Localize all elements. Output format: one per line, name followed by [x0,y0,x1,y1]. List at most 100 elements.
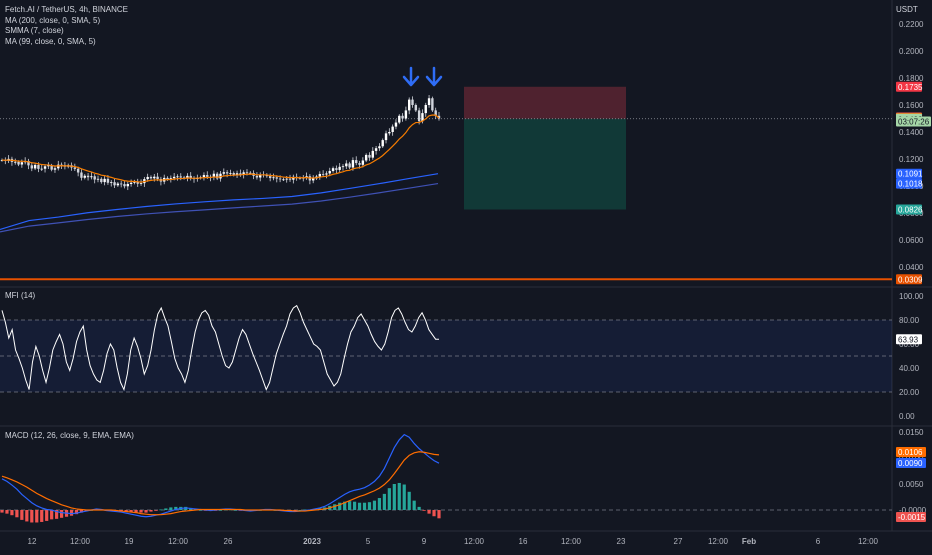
candle-body [110,182,113,184]
candle-body [394,122,398,127]
macd-histogram-bar [15,510,19,518]
macd-value-label: -0.0015 [898,513,926,522]
currency-label: USDT [896,5,918,14]
macd-histogram-bar [154,510,158,511]
macd-histogram-bar [59,510,64,518]
candle-body [60,164,63,166]
macd-histogram-bar [352,501,357,510]
macd-histogram-bar [293,510,297,511]
price-tick-label: 0.1200 [899,155,924,164]
price-tick-label: 0.1600 [899,101,924,110]
candle-body [33,164,37,169]
indicator-ma200-label[interactable]: MA (200, close, 0, SMA, 5) [5,15,101,25]
candle-body [338,166,341,170]
candle-body [176,176,179,178]
macd-histogram-bar [233,510,237,511]
candle-body [431,98,434,111]
ma200-line [0,173,439,231]
macd-histogram-bar [412,500,416,510]
candle-body [80,172,83,178]
candle-body [103,178,106,183]
indicator-smma-label[interactable]: SMMA (7, close) [5,26,64,35]
macd-histogram-bar [129,510,133,513]
macd-value-label: 0.0106 [898,448,923,457]
macd-histogram-bar [69,510,74,516]
mfi-tick-label: 100.00 [899,292,924,301]
time-axis-label: 12:00 [708,537,729,546]
macd-histogram-bar [407,491,411,510]
candle-body [123,184,126,187]
candle-body [149,176,153,179]
candle-body [229,173,232,174]
macd-histogram-bar [417,506,421,510]
mfi-title[interactable]: MFI (14) [5,291,36,300]
candle-body [249,172,252,174]
price-tag [896,178,922,189]
mfi-tick-label: 40.00 [899,364,920,373]
candle-body [311,178,315,181]
candle-body [341,166,345,168]
candle-body [408,99,411,111]
price-tag-label: 0.1091 [898,170,923,179]
candle-body [225,172,229,174]
down-arrow-icon [425,66,443,87]
candle-body [206,175,209,177]
time-axis-label: 16 [519,537,528,546]
macd-histogram-bar [30,510,34,523]
candle-body [73,167,77,169]
candle-body [119,183,123,185]
candle-body [76,168,80,173]
time-axis-label: 12:00 [70,537,91,546]
candle-body [53,168,57,170]
candle-body [222,172,226,174]
macd-histogram-bar [5,510,9,514]
mfi-value-tag [896,334,922,345]
macd-histogram-bar [25,510,29,522]
candle-body [328,171,331,174]
price-tag [896,274,922,285]
mfi-tick-label: 0.00 [899,412,915,421]
macd-value-tag [896,447,926,457]
candle-body [139,183,143,184]
mfi-legend: MFI (14) [5,291,35,302]
candle-body [83,175,86,178]
macd-histogram-bar [35,510,39,523]
macd-tick-label: 0.0050 [899,480,924,489]
candle-body [212,173,216,178]
candle-body [411,99,414,105]
macd-histogram-bar [149,510,153,512]
macd-histogram-bar [144,510,148,513]
arrow-head [402,75,420,87]
mfi-value-label: 63.93 [898,335,919,344]
macd-histogram-bar [357,502,362,510]
indicator-ma99-label[interactable]: MA (99, close, 0, SMA, 5) [5,36,96,46]
mfi-line [1,304,440,392]
time-axis-label: 6 [816,537,821,546]
candle-body [242,172,245,175]
macd-histogram-bar [422,510,426,511]
candle-body [348,163,351,168]
candle-body [166,177,169,180]
candle-body [368,154,371,158]
candle-body [133,181,136,183]
price-tick-label: 0.0600 [899,236,924,245]
candle-body [401,115,404,119]
macd-histogram-bar [367,502,372,510]
price-tag-label: 03:07:26 [898,117,930,126]
candle-body [381,140,384,147]
candle-body [113,182,116,186]
macd-histogram-bar [382,493,386,510]
macd-title[interactable]: MACD (12, 26, close, 9, EMA, EMA) [5,431,134,440]
candle-body [434,110,437,116]
macd-histogram-bar [55,510,59,519]
macd-histogram-bar [74,510,79,515]
candle-body [335,168,338,170]
time-axis-label: 9 [422,537,427,546]
time-axis-label: 2023 [303,537,321,546]
candle-body [136,181,139,184]
macd-histogram-bar [50,510,54,520]
candle-body [345,163,348,167]
candle-body [437,115,441,119]
